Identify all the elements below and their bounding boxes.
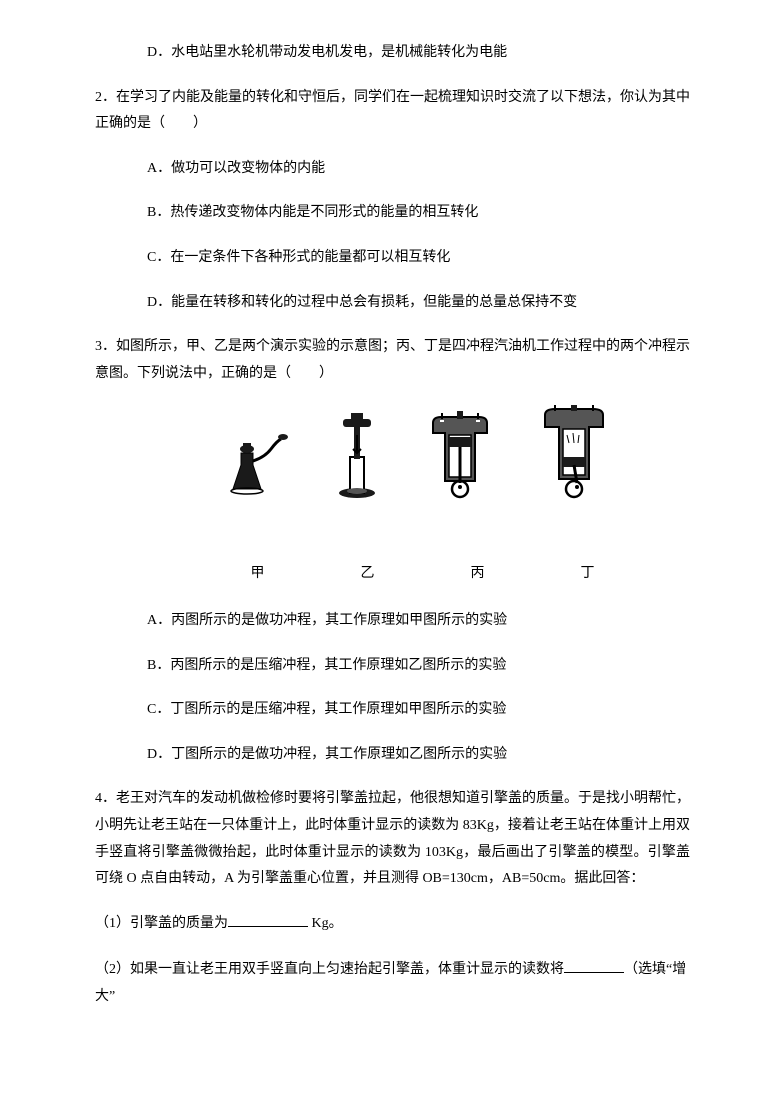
- label-jia: 甲: [251, 561, 265, 588]
- q4-sub1-pre: （1）引擎盖的质量为: [95, 916, 228, 931]
- q3-option-a: A．丙图所示的是做功冲程，其工作原理如甲图所示的实验: [147, 608, 690, 635]
- q4-sub2-pre: （2）如果一直让老王用双手竖直向上匀速抬起引擎盖，体重计显示的读数将: [95, 962, 564, 977]
- label-yi: 乙: [361, 561, 375, 588]
- figure-flask-icon: [213, 421, 293, 501]
- figure-engine-stroke-1-icon: [421, 411, 499, 501]
- q3-option-d: D．丁图所示的是做功冲程，其工作原理如乙图所示的实验: [147, 742, 690, 769]
- q2-option-c: C．在一定条件下各种形式的能量都可以相互转化: [147, 245, 690, 272]
- q4-sub1: （1）引擎盖的质量为 Kg。: [95, 911, 690, 938]
- q4-sub2: （2）如果一直让老王用双手竖直向上匀速抬起引擎盖，体重计显示的读数将（选填“增大…: [95, 957, 690, 1010]
- q2-option-a: A．做功可以改变物体的内能: [147, 156, 690, 183]
- q3-option-b: B．丙图所示的是压缩冲程，其工作原理如乙图所示的实验: [147, 653, 690, 680]
- q3-stem: 3．如图所示，甲、乙是两个演示实验的示意图；丙、丁是四冲程汽油机工作过程中的两个…: [95, 334, 690, 387]
- figure-pump-icon: [329, 409, 385, 501]
- label-ding: 丁: [581, 561, 595, 588]
- blank-reading-change: [564, 959, 624, 973]
- q4-sub1-post: Kg。: [308, 916, 343, 931]
- q2-option-d: D．能量在转移和转化的过程中总会有损耗，但能量的总量总保持不变: [147, 290, 690, 317]
- q2-option-b: B．热传递改变物体内能是不同形式的能量的相互转化: [147, 200, 690, 227]
- q4-stem: 4．老王对汽车的发动机做检修时要将引擎盖拉起，他很想知道引擎盖的质量。于是找小明…: [95, 786, 690, 892]
- blank-mass: [228, 913, 308, 927]
- label-bing: 丙: [471, 561, 485, 588]
- figure-engine-stroke-2-icon: [535, 405, 613, 501]
- q3-figures: [95, 405, 690, 501]
- q1-option-d: D．水电站里水轮机带动发电机发电，是机械能转化为电能: [147, 40, 690, 67]
- q2-stem: 2．在学习了内能及能量的转化和守恒后，同学们在一起梳理知识时交流了以下想法，你认…: [95, 85, 690, 138]
- q3-option-c: C．丁图所示的是压缩冲程，其工作原理如甲图所示的实验: [147, 697, 690, 724]
- q3-figure-labels: 甲 乙 丙 丁: [95, 561, 690, 588]
